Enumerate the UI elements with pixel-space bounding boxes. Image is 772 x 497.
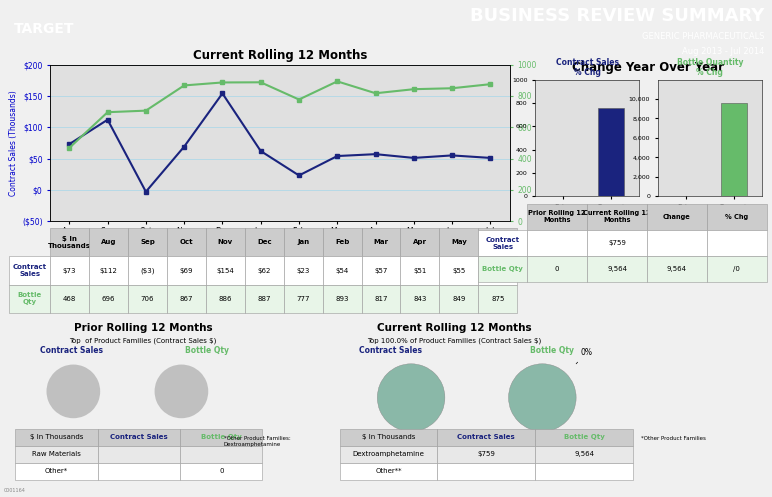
Y-axis label: Contract Sales (Thousands): Contract Sales (Thousands): [8, 90, 18, 196]
Text: Bottle Qty: Bottle Qty: [530, 346, 574, 355]
Wedge shape: [378, 364, 445, 431]
Y-axis label: Bottle Qty: Bottle Qty: [539, 124, 547, 162]
Text: 0%: 0%: [576, 348, 592, 364]
Text: 100%: 100%: [400, 433, 422, 442]
Text: *Other Product Families: *Other Product Families: [641, 436, 706, 441]
Text: BUSINESS REVIEW SUMMARY: BUSINESS REVIEW SUMMARY: [470, 7, 764, 25]
Title: Bottle Quantity
% Chg: Bottle Quantity % Chg: [676, 58, 743, 78]
Bar: [720, 103, 747, 196]
Text: Top  of Product Families (Contract Sales $): Top of Product Families (Contract Sales …: [69, 337, 216, 344]
Wedge shape: [46, 364, 100, 418]
Text: GENERIC PHARMACEUTICALS: GENERIC PHARMACEUTICALS: [642, 32, 764, 41]
Title: Contract Sales
% Chg: Contract Sales % Chg: [556, 58, 618, 78]
Bar: [598, 108, 624, 196]
Text: Change Year Over Year: Change Year Over Year: [573, 61, 724, 75]
Text: Current Rolling 12 Months: Current Rolling 12 Months: [377, 323, 532, 333]
Text: Prior Rolling 12 Months: Prior Rolling 12 Months: [73, 323, 212, 333]
Text: Contract Sales: Contract Sales: [40, 346, 103, 355]
Text: Aug 2013 - Jul 2014: Aug 2013 - Jul 2014: [682, 47, 764, 56]
Text: Top 100.0% of Product Families (Contract Sales $): Top 100.0% of Product Families (Contract…: [367, 337, 541, 344]
Text: TARGET: TARGET: [14, 22, 74, 36]
Text: *Other Product Families:
Dextroamphetamine: *Other Product Families: Dextroamphetami…: [224, 436, 290, 447]
Text: Contract Sales: Contract Sales: [359, 346, 422, 355]
Text: Bottle Qty: Bottle Qty: [185, 346, 229, 355]
Wedge shape: [509, 364, 576, 431]
Wedge shape: [154, 364, 208, 418]
Title: Current Rolling 12 Months: Current Rolling 12 Months: [193, 49, 367, 62]
Text: 100%: 100%: [515, 431, 542, 445]
Text: 0001164: 0001164: [4, 488, 25, 494]
